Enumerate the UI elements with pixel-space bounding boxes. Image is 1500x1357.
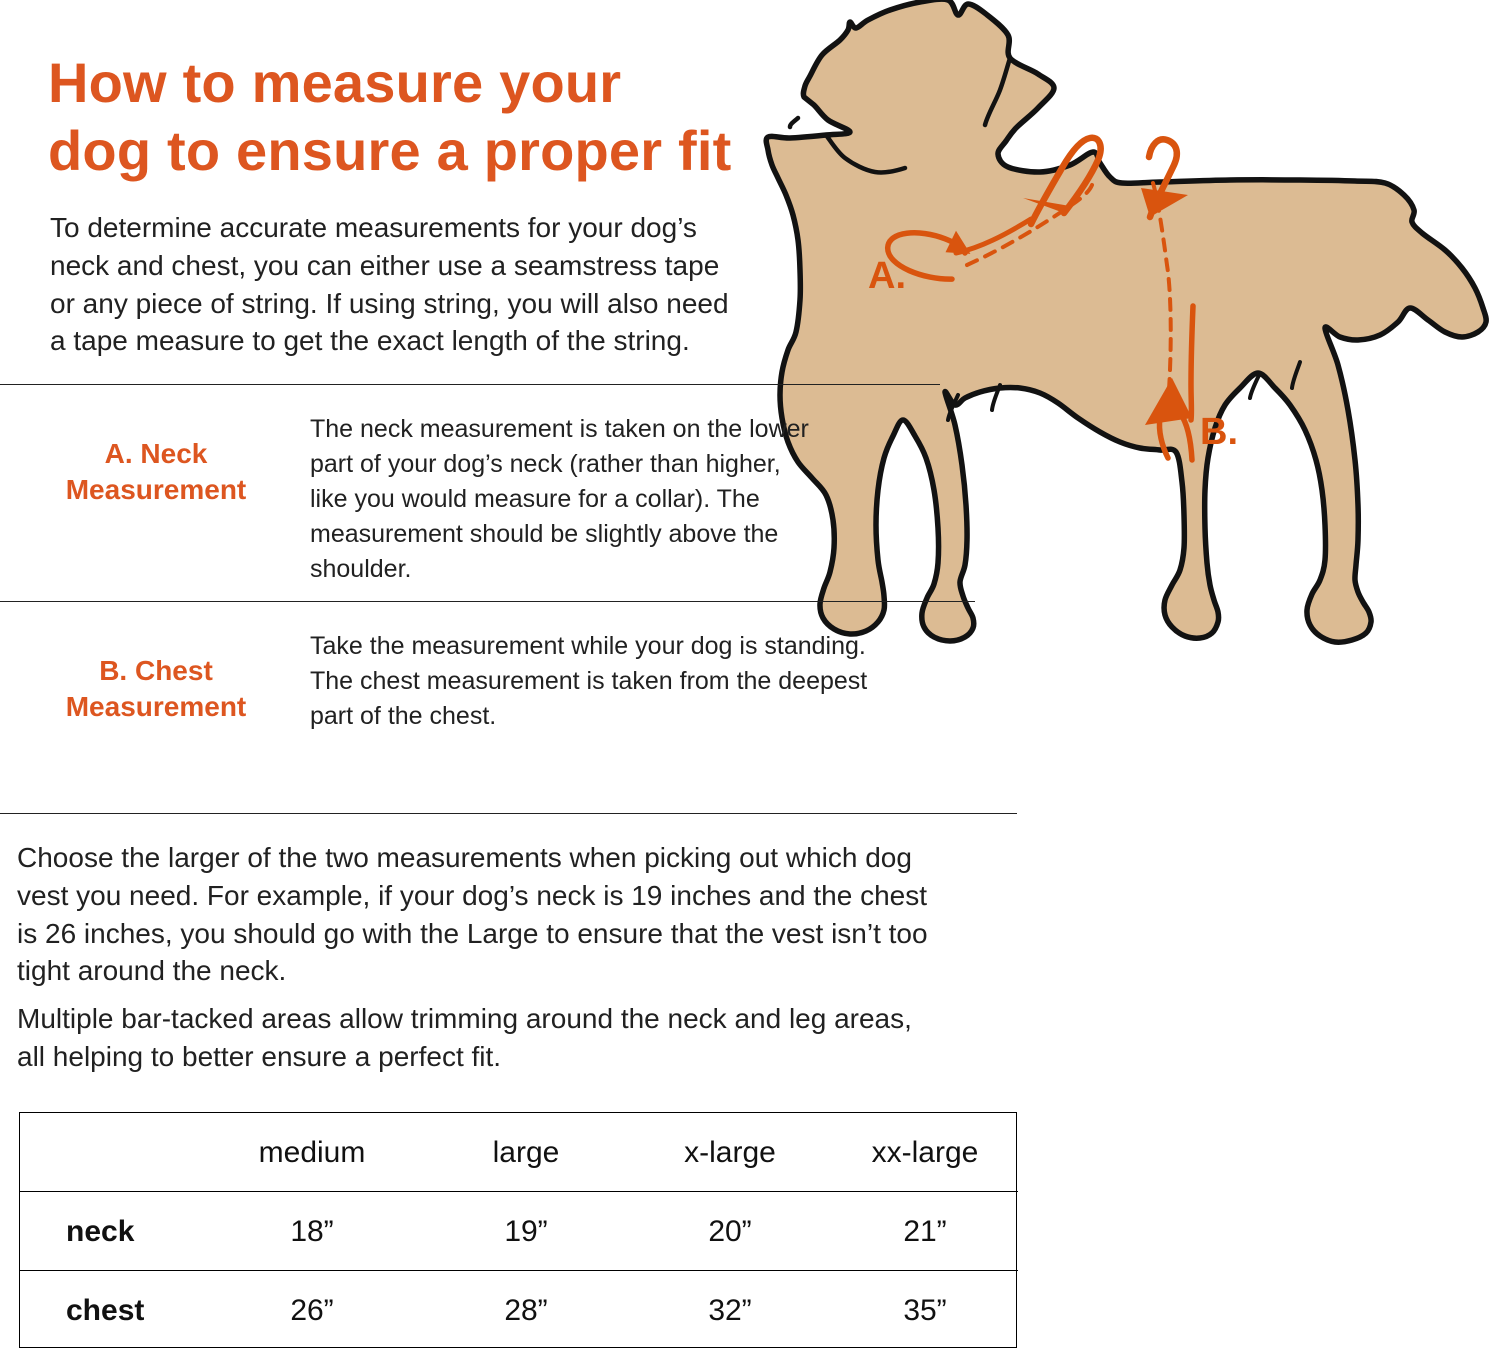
svg-text:A.: A. xyxy=(868,255,906,297)
svg-text:B.: B. xyxy=(1200,411,1238,453)
